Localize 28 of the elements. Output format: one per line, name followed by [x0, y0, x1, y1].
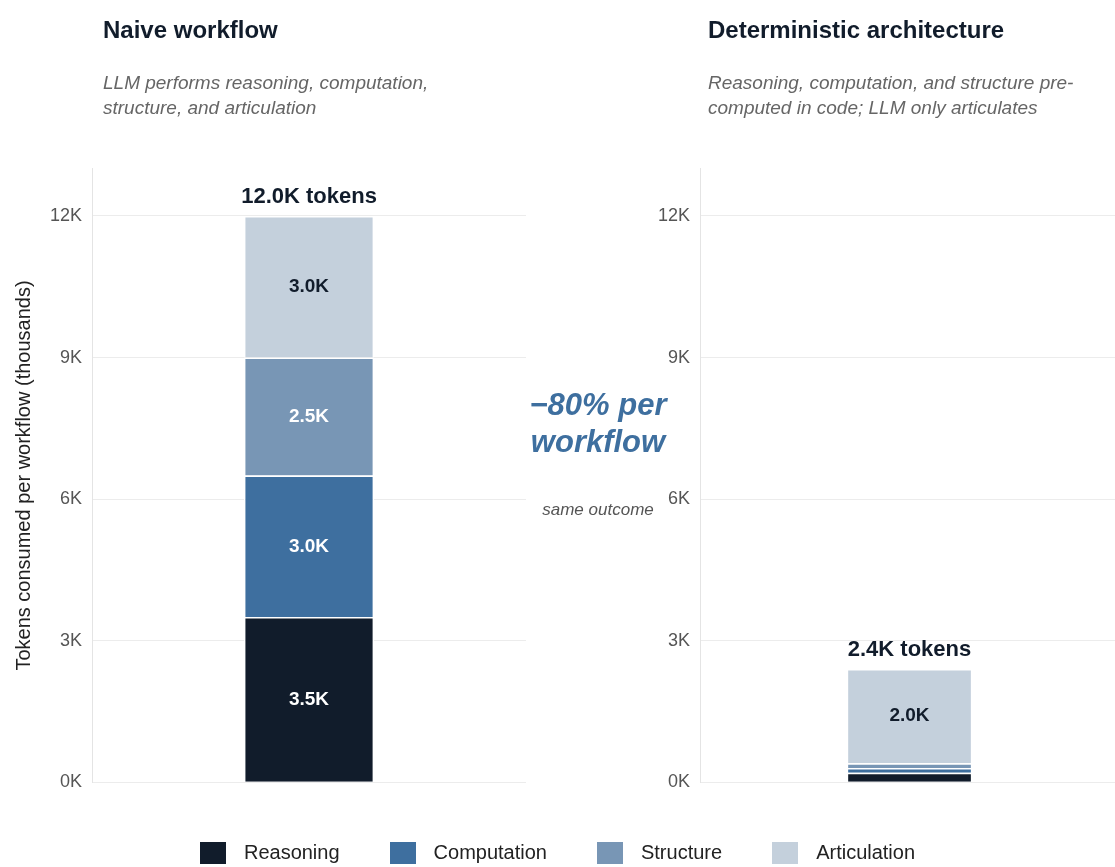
chart-subtitle: LLM performs reasoning, computation, structure, and articulation — [103, 71, 430, 120]
y-tick-label: 0K — [60, 771, 83, 792]
text: same outcome — [542, 500, 654, 519]
data-label: 2.5K — [288, 404, 330, 426]
y-axis-title: Tokens consumed per workflow (thousands) — [11, 280, 34, 671]
data-label: 3.5K — [288, 687, 330, 709]
y-tick-label: 9K — [668, 346, 691, 367]
chart-title: Naive workflow — [103, 16, 278, 44]
y-tick-label: 12K — [50, 204, 83, 225]
y-tick-label: 9K — [60, 346, 83, 367]
data-label: 3.0K — [288, 275, 330, 296]
legend-label: Articulation — [816, 841, 916, 864]
y-tick-label: 6K — [668, 488, 691, 509]
total-label: 2.4K tokens — [847, 636, 972, 662]
data-label: 3.0K — [288, 534, 330, 556]
legend-label: Reasoning — [243, 841, 340, 864]
y-tick-label: 3K — [668, 629, 691, 650]
data-label: 2.0K — [889, 704, 930, 726]
y-tick-label: 12K — [658, 204, 691, 225]
legend-label: Structure — [640, 841, 723, 864]
chart-subtitle: Reasoning, computation, and structure pre-computed in code; LLM only articulates — [708, 71, 1075, 120]
y-tick-label: 3K — [60, 629, 83, 650]
legend-label: Computation — [433, 841, 547, 864]
y-tick-label: 6K — [60, 488, 83, 509]
text: −80% per workflow — [528, 386, 669, 460]
total-label: 12.0K tokens — [241, 183, 377, 209]
y-tick-label: 0K — [668, 771, 691, 792]
chart-title: Deterministic architecture — [708, 16, 1005, 44]
